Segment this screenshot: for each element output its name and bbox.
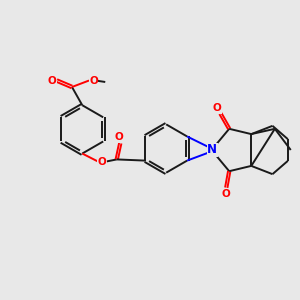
- Text: O: O: [48, 76, 57, 85]
- Text: O: O: [212, 103, 221, 113]
- Text: N: N: [207, 143, 217, 157]
- Text: O: O: [114, 132, 123, 142]
- Text: O: O: [89, 76, 98, 85]
- Text: O: O: [222, 189, 231, 199]
- Text: O: O: [98, 158, 106, 167]
